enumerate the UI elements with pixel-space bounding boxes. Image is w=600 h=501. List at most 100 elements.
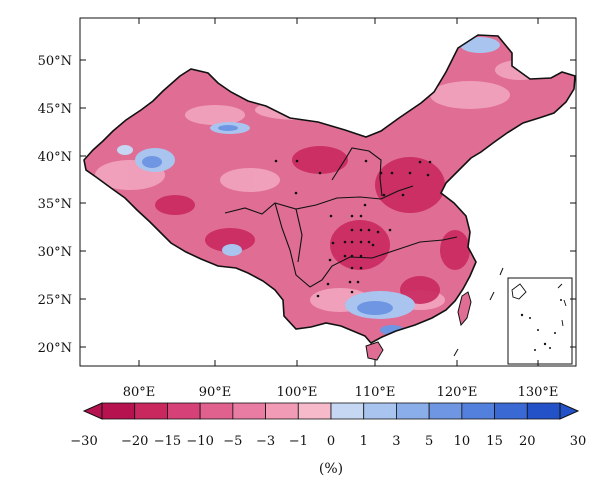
significance-dot <box>350 266 354 270</box>
colorbar-swatch <box>396 402 430 420</box>
colorbar-swatch <box>363 402 397 420</box>
lat-label: 40°N <box>38 150 72 165</box>
lat-label: 45°N <box>38 102 72 117</box>
colorbar-swatch <box>265 402 299 420</box>
significance-dot <box>350 228 354 232</box>
hainan-island <box>365 341 384 361</box>
significance-dot <box>316 294 320 298</box>
significance-dot <box>318 171 322 175</box>
colorbar-tick-label: −20 <box>121 434 148 449</box>
significance-dot <box>418 160 422 164</box>
significance-dot <box>343 254 347 258</box>
colorbar-swatch <box>494 402 528 420</box>
lat-ticks <box>80 59 576 348</box>
colorbar-tick-label: 15 <box>486 434 503 449</box>
lon-label: 130°E <box>518 385 559 400</box>
significance-dot <box>343 240 347 244</box>
coastal-dash-3 <box>453 348 459 357</box>
colorbar-unit-label: (%) <box>319 461 343 477</box>
significance-dot <box>350 214 354 218</box>
significance-dot <box>274 159 278 163</box>
south-china-sea-inset <box>507 277 573 365</box>
colorbar-swatch <box>199 402 234 420</box>
colorbar-swatch <box>330 402 365 420</box>
inset-coastline <box>511 283 527 300</box>
lat-labels: 20°N 25°N 30°N 35°N 40°N 45°N 50°N <box>38 54 72 356</box>
colorbar-right-arrow <box>559 402 580 420</box>
inset-dashes <box>557 283 567 327</box>
significance-dot <box>367 228 371 232</box>
colorbar-labels: −30 −20 −15 −10 −5 −3 −1 0 1 3 5 10 15 20 30 <box>70 434 586 449</box>
lon-ticks <box>138 18 539 366</box>
lat-label: 50°N <box>38 54 72 69</box>
colorbar-swatch <box>428 402 463 420</box>
lon-label: 120°E <box>437 385 478 400</box>
inset-islands <box>520 299 562 351</box>
significance-dot <box>329 214 333 218</box>
significance-dot <box>426 173 430 177</box>
significance-dot <box>359 228 363 232</box>
colorbar-swatch <box>297 402 332 420</box>
colorbar-swatch <box>461 402 495 420</box>
lon-label: 110°E <box>355 385 396 400</box>
significance-dot <box>408 171 412 175</box>
colorbar-swatch <box>101 402 136 420</box>
significance-dot <box>359 266 363 270</box>
significance-dot <box>359 214 363 218</box>
significance-dot <box>379 171 383 175</box>
anomaly-dark-patches <box>155 146 470 304</box>
significance-dot <box>350 254 354 258</box>
significance-dot <box>350 240 354 244</box>
significance-dot <box>376 230 380 234</box>
significance-dot <box>363 203 367 207</box>
taiwan-island <box>457 291 472 327</box>
lon-label: 100°E <box>277 385 318 400</box>
significance-dots <box>274 159 432 298</box>
significance-dot <box>331 241 335 245</box>
colorbar-tick-label: 30 <box>570 434 587 449</box>
significance-dot <box>388 228 392 232</box>
significance-dot <box>326 282 330 286</box>
significance-dot <box>356 280 360 284</box>
colorbar-tick-label: 0 <box>327 434 335 449</box>
colorbar-tick-label: −10 <box>186 434 213 449</box>
significance-dot <box>359 240 363 244</box>
significance-dot <box>382 193 386 197</box>
anomaly-positive-patches <box>117 37 500 335</box>
colorbar-tick-label: −30 <box>70 434 97 449</box>
inset-frame <box>507 277 573 365</box>
colorbar-tick-label: 5 <box>425 434 433 449</box>
lat-label: 30°N <box>38 245 72 260</box>
significance-dot <box>359 254 363 258</box>
colorbar-swatch <box>167 402 201 420</box>
lat-label: 20°N <box>38 341 72 356</box>
colorbar-tick-label: 10 <box>454 434 471 449</box>
colorbar-left-arrow <box>82 402 103 420</box>
colorbar-tick-label: 3 <box>392 434 400 449</box>
lat-label: 25°N <box>38 293 72 308</box>
significance-dot <box>294 191 298 195</box>
significance-dot <box>371 243 375 247</box>
colorbar-swatch <box>526 402 561 420</box>
lon-label: 90°E <box>199 385 232 400</box>
significance-dot <box>348 280 352 284</box>
basin-boundaries <box>224 147 458 288</box>
significance-dot <box>364 159 368 163</box>
lon-label: 80°E <box>123 385 156 400</box>
lon-labels: 80°E 90°E 100°E 110°E 120°E 130°E <box>123 385 559 400</box>
significance-dot <box>350 290 354 294</box>
colorbar-tick-label: −1 <box>289 434 308 449</box>
colorbar: −30 −20 −15 −10 −5 −3 −1 0 1 3 5 10 15 20 30 (%) <box>70 402 586 477</box>
significance-dot <box>428 160 432 164</box>
colorbar-tick-label: −3 <box>256 434 275 449</box>
significance-dot <box>295 159 299 163</box>
significance-dot <box>367 240 371 244</box>
colorbar-tick-label: 20 <box>519 434 536 449</box>
islands <box>365 267 504 361</box>
significance-dot <box>401 193 405 197</box>
coastal-dash-2 <box>499 267 504 276</box>
colorbar-swatch <box>134 402 168 420</box>
coastal-dash-1 <box>489 291 495 301</box>
colorbar-tick-label: −5 <box>223 434 242 449</box>
